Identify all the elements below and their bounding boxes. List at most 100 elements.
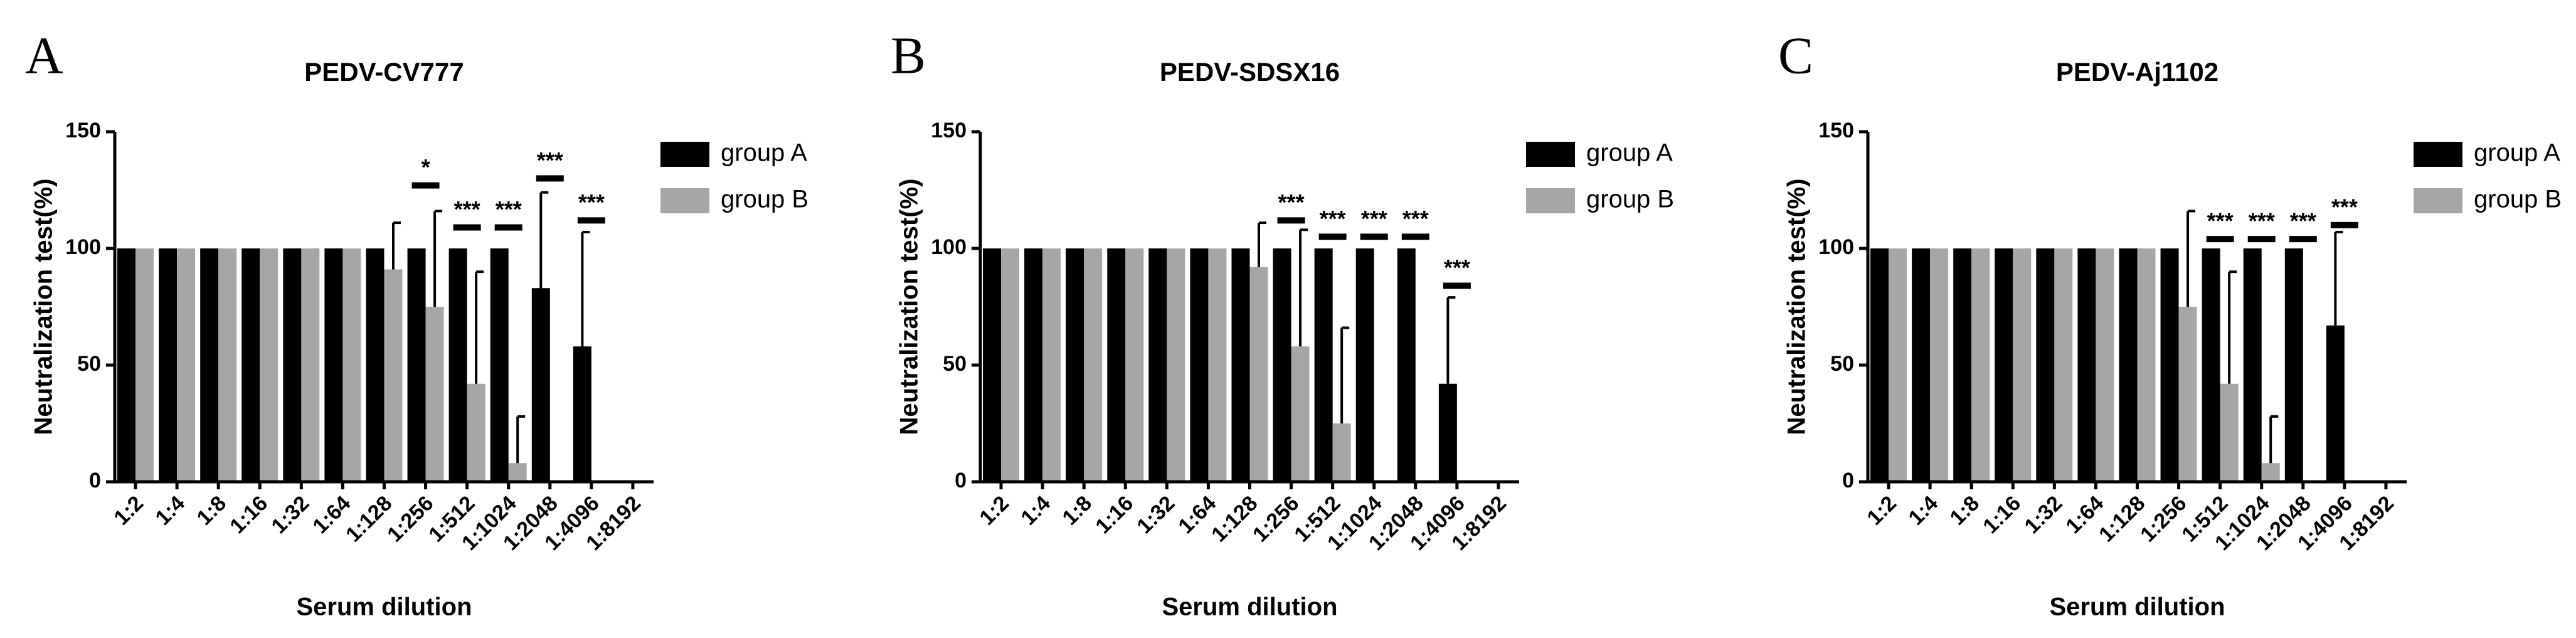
error-bar bbox=[581, 230, 590, 347]
x-tick-label: 1:8 bbox=[193, 491, 231, 530]
bar bbox=[2326, 325, 2345, 482]
error-bar bbox=[2269, 415, 2279, 464]
significance-label: *** bbox=[2249, 208, 2275, 234]
bar bbox=[1889, 248, 1907, 482]
error-bar bbox=[1446, 296, 1456, 384]
significance-label: *** bbox=[1361, 206, 1387, 231]
bar bbox=[1397, 248, 1416, 482]
x-tick-label: 1:256 bbox=[383, 491, 438, 546]
bar bbox=[384, 269, 403, 482]
legend-swatch bbox=[660, 142, 709, 167]
panel-label: B bbox=[891, 26, 926, 85]
bar bbox=[1107, 248, 1126, 482]
significance-label: *** bbox=[1278, 189, 1305, 215]
bar bbox=[425, 307, 444, 482]
bar bbox=[1438, 383, 1457, 482]
chart-title: PEDV-SDSX16 bbox=[1160, 57, 1340, 87]
significance-bar bbox=[2206, 236, 2234, 243]
significance-bar bbox=[1401, 233, 1429, 240]
y-axis-label: Neutralization test(%) bbox=[30, 179, 58, 435]
bar bbox=[1332, 423, 1351, 482]
bar bbox=[1249, 267, 1268, 482]
error-bar bbox=[539, 191, 549, 289]
x-tick-label: 1:4 bbox=[151, 491, 190, 530]
significance-label: *** bbox=[578, 189, 605, 215]
y-tick-label: 150 bbox=[65, 119, 101, 142]
bar bbox=[2243, 248, 2262, 482]
bar bbox=[1291, 346, 1310, 482]
bar bbox=[301, 248, 320, 482]
significance-label: *** bbox=[1444, 255, 1470, 280]
x-tick-label: 1:256 bbox=[1248, 491, 1303, 546]
error-bar bbox=[1340, 326, 1350, 423]
error-bar bbox=[2334, 230, 2343, 326]
bar bbox=[1273, 248, 1291, 482]
bar bbox=[1953, 248, 1972, 482]
bar bbox=[2220, 383, 2239, 482]
x-tick-label: 1:128 bbox=[1207, 491, 1262, 546]
y-axis-label: Neutralization test(%) bbox=[896, 179, 923, 435]
bar bbox=[448, 248, 467, 482]
bar bbox=[1355, 248, 1374, 482]
significance-bar bbox=[536, 175, 564, 182]
x-axis-label: Serum dilution bbox=[297, 593, 472, 621]
x-tick-label: 1:16 bbox=[1978, 491, 2025, 538]
legend-label: group A bbox=[2474, 139, 2560, 167]
y-tick-label: 50 bbox=[77, 352, 101, 376]
panel: A PEDV-CV777 Neutralization test(%) Serum d… bbox=[25, 26, 808, 620]
legend-swatch bbox=[1526, 188, 1575, 213]
x-tick-label: 1:8 bbox=[1946, 491, 1985, 530]
y-tick-label: 0 bbox=[89, 469, 101, 492]
bar bbox=[467, 383, 485, 482]
bar bbox=[2178, 307, 2197, 482]
bar bbox=[2137, 248, 2156, 482]
legend-swatch bbox=[1526, 142, 1575, 167]
x-tick-label: 1:128 bbox=[341, 491, 396, 546]
significance-bar bbox=[494, 224, 522, 231]
significance-label: *** bbox=[496, 196, 522, 222]
bar bbox=[2119, 248, 2138, 482]
significance-bar bbox=[2330, 221, 2358, 228]
error-bar bbox=[475, 270, 484, 384]
bar bbox=[241, 248, 260, 482]
significance-bar bbox=[1318, 233, 1347, 240]
bar bbox=[200, 248, 219, 482]
x-tick-label: 1:2 bbox=[109, 491, 148, 530]
legend-label: group A bbox=[721, 139, 807, 167]
bar bbox=[531, 288, 550, 482]
x-axis-label: Serum dilution bbox=[2050, 593, 2225, 621]
panel-label: C bbox=[1778, 26, 1813, 85]
bar bbox=[1042, 248, 1061, 482]
significance-bar bbox=[2247, 236, 2276, 243]
x-tick-label: 1:2 bbox=[975, 491, 1014, 530]
bar bbox=[1208, 248, 1227, 482]
y-tick-label: 0 bbox=[1842, 469, 1854, 492]
bar bbox=[2284, 248, 2303, 482]
bar bbox=[2077, 248, 2096, 482]
bar bbox=[490, 248, 509, 482]
significance-bar bbox=[1277, 217, 1305, 224]
bar bbox=[1084, 248, 1103, 482]
significance-label: *** bbox=[1320, 206, 1346, 231]
y-tick-label: 100 bbox=[931, 235, 967, 259]
significance-label: *** bbox=[454, 196, 480, 222]
chart-title: PEDV-Aj1102 bbox=[2056, 57, 2218, 87]
y-tick-label: 100 bbox=[65, 235, 101, 259]
bar bbox=[1001, 248, 1020, 482]
bar bbox=[159, 248, 178, 482]
bar bbox=[2096, 248, 2114, 482]
significance-label: *** bbox=[2331, 194, 2358, 220]
bar bbox=[117, 248, 136, 482]
x-tick-label: 1:4 bbox=[1017, 491, 1056, 530]
legend-label: group B bbox=[721, 186, 808, 213]
significance-label: *** bbox=[2290, 208, 2316, 234]
x-tick-label: 1:32 bbox=[2020, 491, 2067, 538]
significance-bar bbox=[1360, 233, 1388, 240]
x-tick-label: 1:16 bbox=[225, 491, 272, 538]
bar bbox=[1930, 248, 1949, 482]
x-tick-label: 1:256 bbox=[2136, 491, 2191, 546]
bar bbox=[342, 248, 361, 482]
bar bbox=[1912, 248, 1931, 482]
y-tick-label: 0 bbox=[955, 469, 967, 492]
bar bbox=[2202, 248, 2220, 482]
